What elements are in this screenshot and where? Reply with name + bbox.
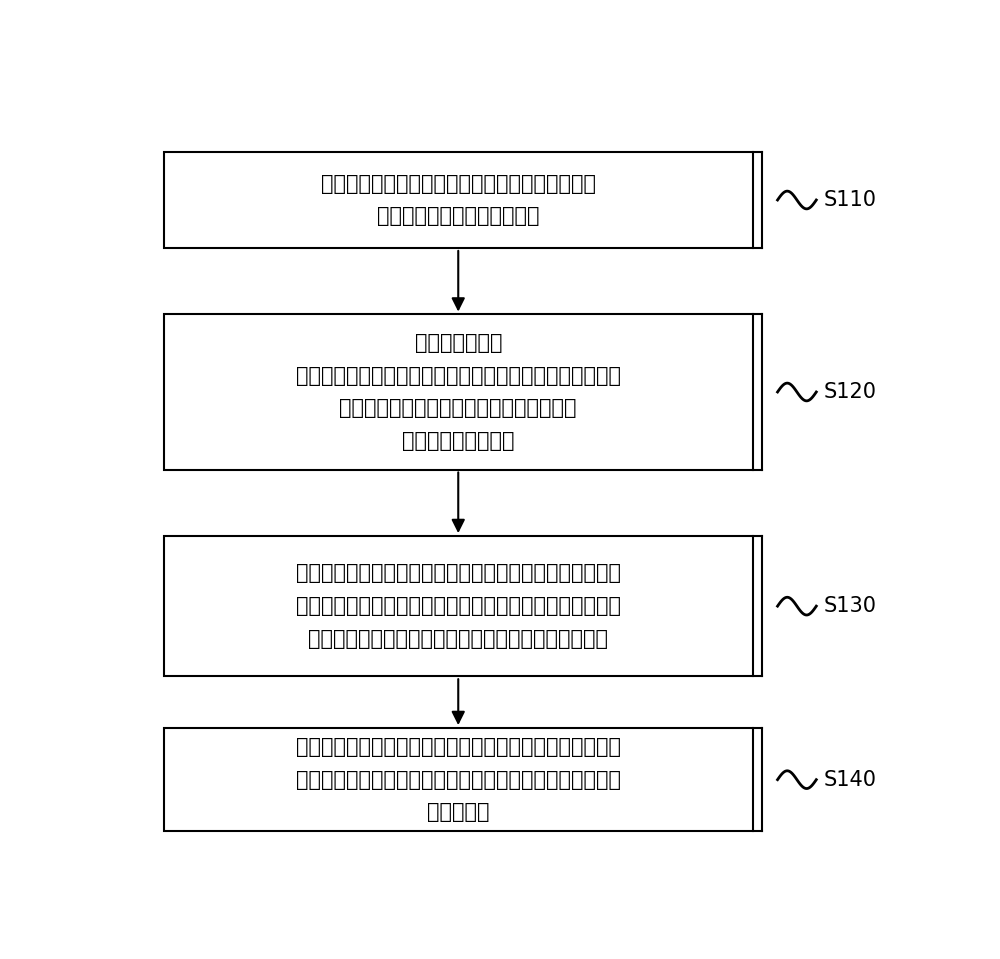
Text: 分别将所述第一注量代入第一深度剂量公式与第二深度剂量
公式，以获得第一曲线数据与第二曲线数据，以及，将所述
第二注量代入第三深度剂量公式，以获得第三曲线数据: 分别将所述第一注量代入第一深度剂量公式与第二深度剂量 公式，以获得第一曲线数据与… (296, 563, 621, 649)
Text: 通过所述第一曲线数据、所述第二曲线数据与所述第三曲线
数据，确定优势深度与治疗增益，以评估所述超热中子束流
的治疗效果: 通过所述第一曲线数据、所述第二曲线数据与所述第三曲线 数据，确定优势深度与治疗增… (296, 737, 621, 823)
Text: S130: S130 (824, 596, 877, 616)
Text: S110: S110 (824, 190, 877, 210)
Text: S120: S120 (824, 382, 877, 402)
Bar (164, 728, 753, 831)
Text: 分别将超热中子束流中的待评估中子能谱与待评估
光子能谱分成多个子能谱区间: 分别将超热中子束流中的待评估中子能谱与待评估 光子能谱分成多个子能谱区间 (321, 174, 596, 226)
Bar (164, 536, 753, 676)
Text: 获取所述待评估
中子能谱内各个子能谱区间的注量，作为第一注量，以及获
取所述待评估光子能谱内各个子能谱区间的
注量，作为第二注量: 获取所述待评估 中子能谱内各个子能谱区间的注量，作为第一注量，以及获 取所述待评… (296, 333, 621, 451)
Bar (164, 152, 753, 248)
Bar (164, 315, 753, 470)
Text: S140: S140 (824, 770, 877, 789)
